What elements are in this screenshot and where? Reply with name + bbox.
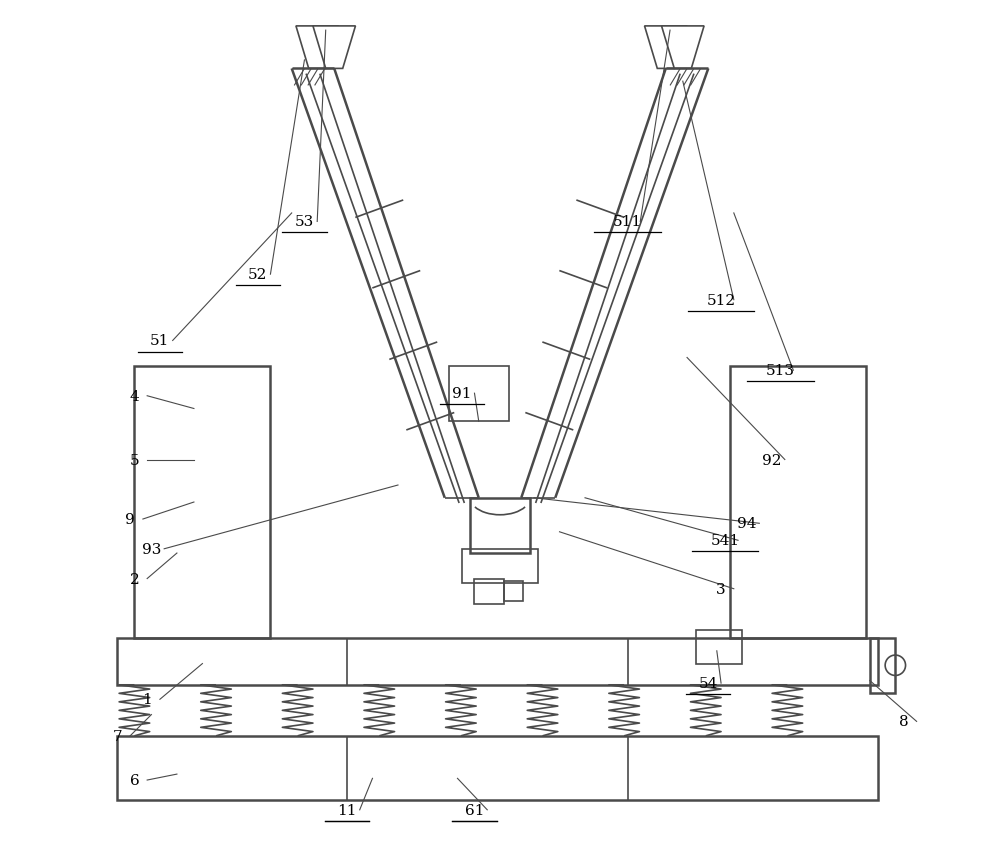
Bar [462, 550, 538, 583]
Text: 51: 51 [150, 334, 170, 348]
Text: 513: 513 [766, 364, 795, 377]
Text: 52: 52 [248, 268, 267, 282]
Text: 54: 54 [699, 676, 718, 690]
Bar [470, 498, 530, 554]
Bar [870, 638, 895, 694]
Text: 511: 511 [613, 216, 642, 229]
Text: 3: 3 [716, 582, 726, 596]
Bar [730, 366, 866, 638]
Bar [504, 581, 523, 602]
Text: 6: 6 [130, 773, 139, 787]
Text: 5: 5 [130, 453, 139, 467]
Bar [474, 579, 504, 604]
Text: 91: 91 [452, 387, 471, 400]
Bar [449, 366, 509, 422]
Text: 92: 92 [762, 453, 782, 467]
Polygon shape [313, 27, 355, 69]
Text: 93: 93 [142, 542, 161, 556]
Bar [117, 736, 878, 800]
Text: 9: 9 [125, 512, 135, 527]
Text: 2: 2 [130, 572, 139, 586]
Text: 94: 94 [737, 516, 756, 531]
Text: 512: 512 [706, 293, 736, 308]
Text: 61: 61 [465, 803, 484, 817]
Text: 1: 1 [142, 693, 152, 706]
Text: 8: 8 [899, 715, 909, 728]
Text: 4: 4 [130, 389, 139, 403]
Bar [134, 366, 270, 638]
Text: 7: 7 [113, 729, 122, 743]
Text: 53: 53 [295, 216, 314, 229]
Bar [117, 638, 878, 685]
Text: 541: 541 [711, 533, 740, 548]
Polygon shape [662, 27, 704, 69]
Polygon shape [645, 27, 687, 69]
Bar [696, 630, 742, 664]
Polygon shape [296, 27, 338, 69]
Text: 11: 11 [337, 803, 357, 817]
